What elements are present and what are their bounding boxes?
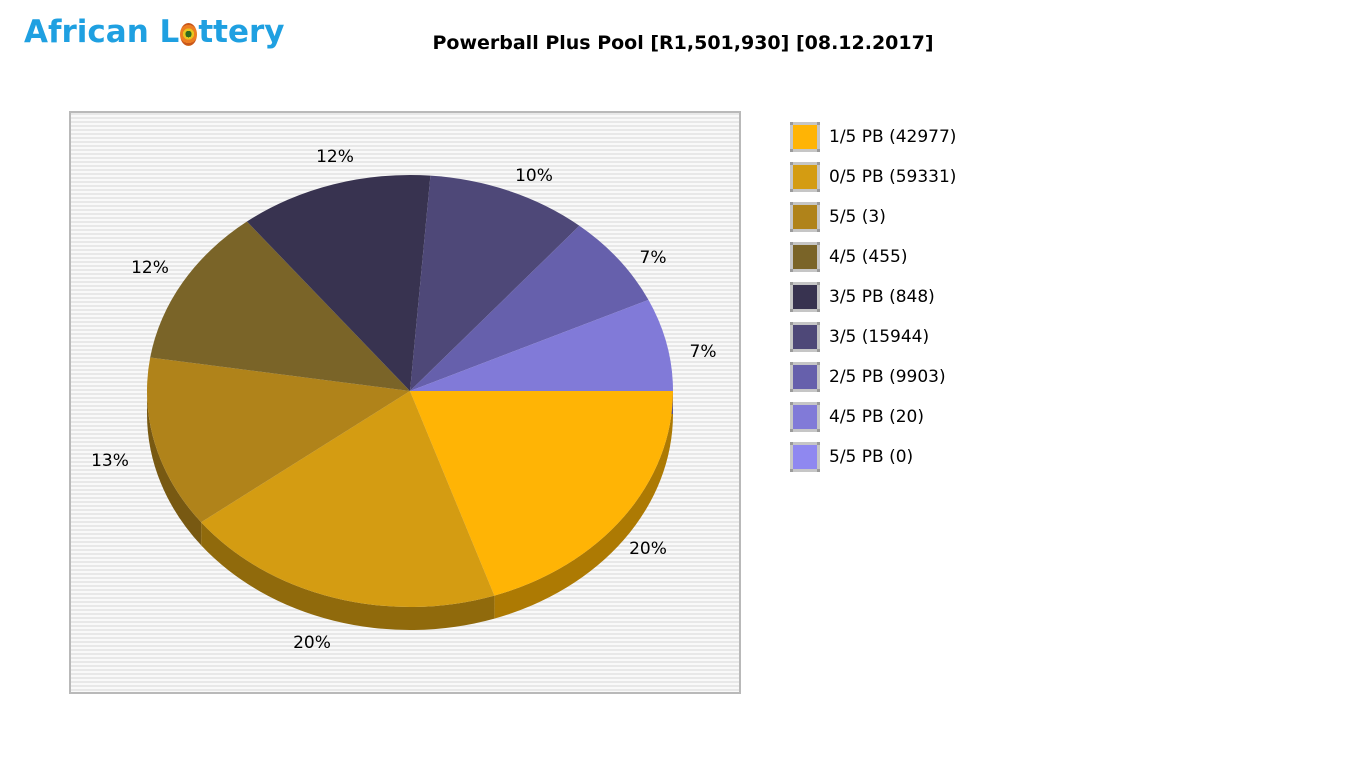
pie-slice-0-5-pb [201,391,495,607]
legend-swatch-frame [790,282,820,312]
pie-chart-panel: 20% 20% 13% 12% 12% 10% 7% 7% [69,111,741,694]
pie-chart: 20% 20% 13% 12% 12% 10% 7% 7% [91,147,717,653]
legend-swatch-frame [790,242,820,272]
legend-label: 5/5 (3) [829,207,886,227]
legend-swatch-frame [790,322,820,352]
legend-swatch-frame [790,122,820,152]
legend-item-0-5-pb: 0/5 PB (59331) [790,162,956,192]
legend-swatch [793,245,817,269]
legend-label: 3/5 (15944) [829,327,930,347]
legend-item-3-5: 3/5 (15944) [790,322,956,352]
legend-swatch [793,285,817,309]
pie-percent-label: 12% [316,147,354,167]
legend-swatch [793,365,817,389]
pie-slice-5-5 [147,357,410,523]
pie-percent-label: 10% [515,166,553,186]
legend-swatch-frame [790,162,820,192]
pie-slice-side-1-5-pb [494,391,673,619]
pie-percent-label: 20% [293,633,331,653]
pie-percent-label: 13% [91,451,129,471]
logo-text-prefix: African L [24,14,180,50]
legend-swatch-frame [790,202,820,232]
legend-swatch-frame [790,362,820,392]
pie-slice-4-5-pb [410,299,673,391]
legend-item-1-5-pb: 1/5 PB (42977) [790,122,956,152]
legend-label: 5/5 PB (0) [829,447,914,467]
legend-swatch [793,405,817,429]
legend-item-4-5: 4/5 (455) [790,242,956,272]
legend-item-5-5: 5/5 (3) [790,202,956,232]
legend-swatch [793,325,817,349]
pie-slice-1-5-pb [410,391,673,596]
legend-item-4-5-pb: 4/5 PB (20) [790,402,956,432]
app-logo: African L ttery [24,8,284,56]
legend-label: 1/5 PB (42977) [829,127,957,147]
legend-swatch-frame [790,442,820,472]
pie-slice-side-0-5-pb [201,522,495,630]
pie-slice-3-5-pb [246,175,431,391]
legend-label: 4/5 (455) [829,247,908,267]
legend-swatch [793,165,817,189]
legend-item-3-5-pb: 3/5 PB (848) [790,282,956,312]
legend-label: 0/5 PB (59331) [829,167,957,187]
lottery-ball-icon [180,22,198,46]
pie-percent-label: 12% [131,258,169,278]
pie-slice-4-5 [150,221,410,391]
chart-legend: 1/5 PB (42977) 0/5 PB (59331) 5/5 (3) 4/5 (… [790,122,956,482]
legend-swatch-frame [790,402,820,432]
pie-percent-label: 20% [629,539,667,559]
page-title: Powerball Plus Pool [R1,501,930] [08.12.… [432,32,934,54]
pie-slice-side-5-5 [147,391,202,546]
legend-swatch [793,445,817,469]
pie-slice-3-5 [410,175,580,391]
pie-percent-label: 7% [640,248,667,268]
pie-slice-2-5-pb [410,225,649,391]
legend-item-2-5-pb: 2/5 PB (9903) [790,362,956,392]
legend-swatch [793,125,817,149]
legend-label: 4/5 PB (20) [829,407,924,427]
logo-text-suffix: ttery [198,14,285,50]
legend-label: 2/5 PB (9903) [829,367,946,387]
pie-percent-label: 7% [690,342,717,362]
legend-label: 3/5 PB (848) [829,287,935,307]
legend-item-5-5-pb: 5/5 PB (0) [790,442,956,472]
legend-swatch [793,205,817,229]
